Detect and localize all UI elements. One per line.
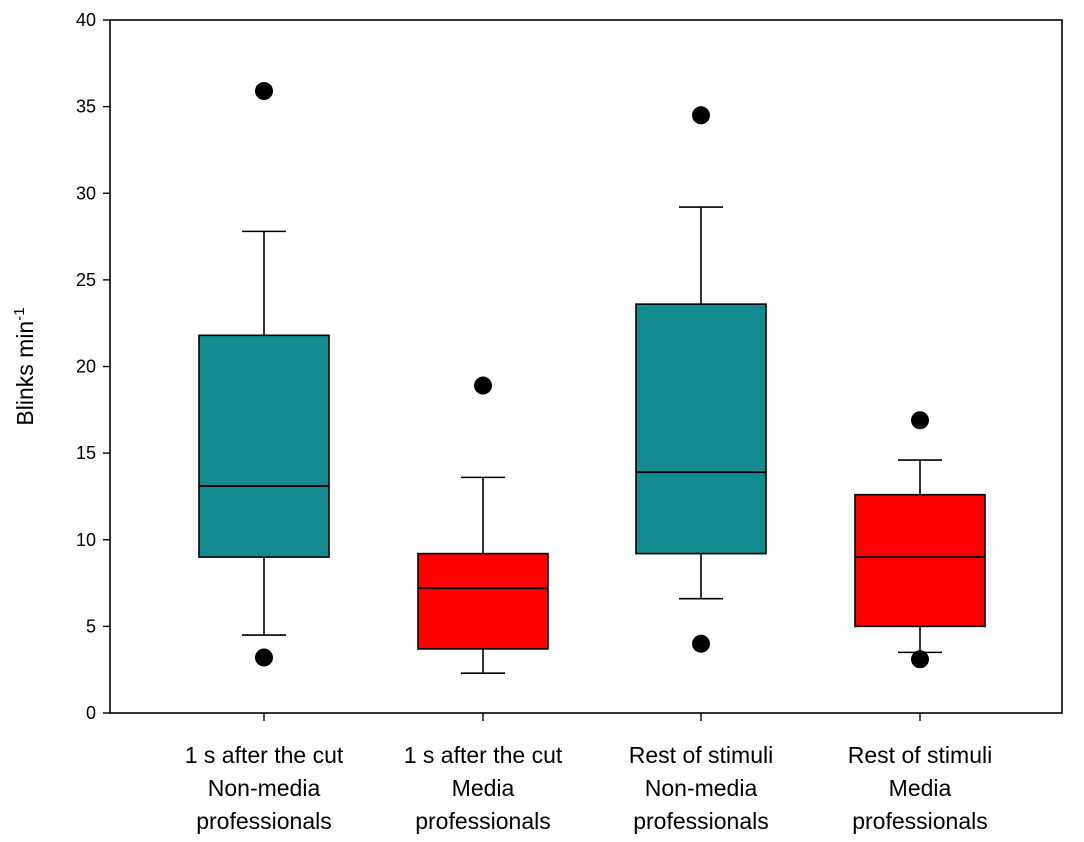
y-axis-title-text: Blinks min [12,321,38,426]
box-group [417,376,549,674]
x-tick-label-line: professionals [415,808,551,834]
x-tick-label-line: Rest of stimuli [629,742,773,768]
box-group [635,106,767,653]
box-group [198,82,330,667]
x-tick-label: 1 s after the cut Non-media professionals [185,742,344,834]
x-tick-label-line: Rest of stimuli [848,742,992,768]
outlier-point [911,411,929,430]
box-iqr [417,552,549,650]
boxes [198,82,986,674]
y-tick-label: 20 [76,357,96,377]
y-axis-title: Blinks min-1 [11,307,38,425]
box-iqr [198,334,330,558]
outlier-point [474,376,492,395]
y-tick-label: 35 [76,97,96,117]
y-tick-label: 5 [86,616,96,636]
y-tick-label: 15 [76,443,96,463]
x-tick-label: 1 s after the cut Media professionals [404,742,563,834]
x-tick-label-line: 1 s after the cut [404,742,563,768]
y-tick-label: 30 [76,183,96,203]
y-tick-label: 40 [76,10,96,30]
x-tick-label-line: Non-media [208,775,321,801]
x-tick-label-line: professionals [852,808,988,834]
x-tick-label-line: professionals [196,808,332,834]
x-axis: 1 s after the cut Non-media professionals1… [185,713,992,834]
x-tick-label-line: Non-media [645,775,758,801]
outlier-point [911,650,929,669]
x-tick-label: Rest of stimuli Non-media professionals [629,742,773,834]
outlier-point [692,106,710,125]
x-tick-label: Rest of stimuli Media professionals [848,742,992,834]
y-tick-label: 10 [76,530,96,550]
y-axis-title-superscript: -1 [11,307,28,320]
plot-frame [109,19,1063,714]
x-tick-label-line: Media [452,775,515,801]
box-iqr [635,303,767,555]
y-axis: 0 5 10 15 20 25 30 35 40 [76,10,110,723]
x-tick-label-line: professionals [633,808,769,834]
x-tick-label-line: 1 s after the cut [185,742,344,768]
y-axis-label: Blinks min-1 [11,307,38,425]
box-iqr [854,493,986,628]
box-group [854,411,986,669]
x-tick-label-line: Media [889,775,952,801]
y-tick-label: 25 [76,270,96,290]
outlier-point [692,634,710,653]
y-tick-label: 0 [86,703,96,723]
outlier-point [255,648,273,667]
outlier-point [255,82,273,101]
